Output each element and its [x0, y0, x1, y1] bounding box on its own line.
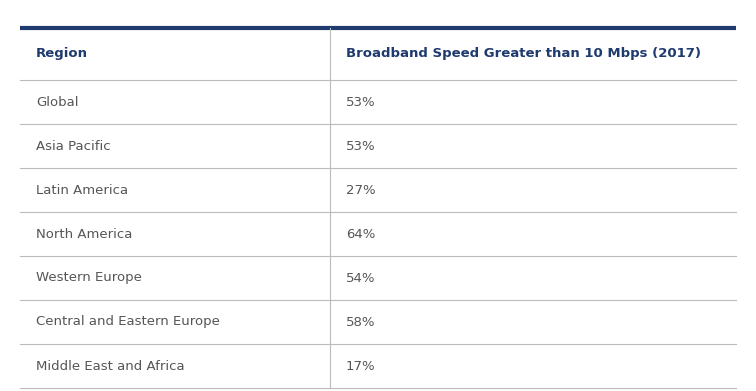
- Text: Western Europe: Western Europe: [36, 271, 142, 285]
- Text: 58%: 58%: [346, 316, 376, 328]
- Text: Global: Global: [36, 95, 79, 108]
- Text: Middle East and Africa: Middle East and Africa: [36, 359, 184, 373]
- Text: 54%: 54%: [346, 271, 376, 285]
- Text: 53%: 53%: [346, 95, 376, 108]
- Text: Latin America: Latin America: [36, 183, 128, 197]
- Text: 27%: 27%: [346, 183, 376, 197]
- Text: Broadband Speed Greater than 10 Mbps (2017): Broadband Speed Greater than 10 Mbps (20…: [346, 47, 701, 61]
- Text: Central and Eastern Europe: Central and Eastern Europe: [36, 316, 220, 328]
- Text: 17%: 17%: [346, 359, 376, 373]
- Text: Region: Region: [36, 47, 88, 61]
- Text: 64%: 64%: [346, 228, 376, 240]
- Text: 53%: 53%: [346, 140, 376, 152]
- Text: Asia Pacific: Asia Pacific: [36, 140, 110, 152]
- Text: North America: North America: [36, 228, 132, 240]
